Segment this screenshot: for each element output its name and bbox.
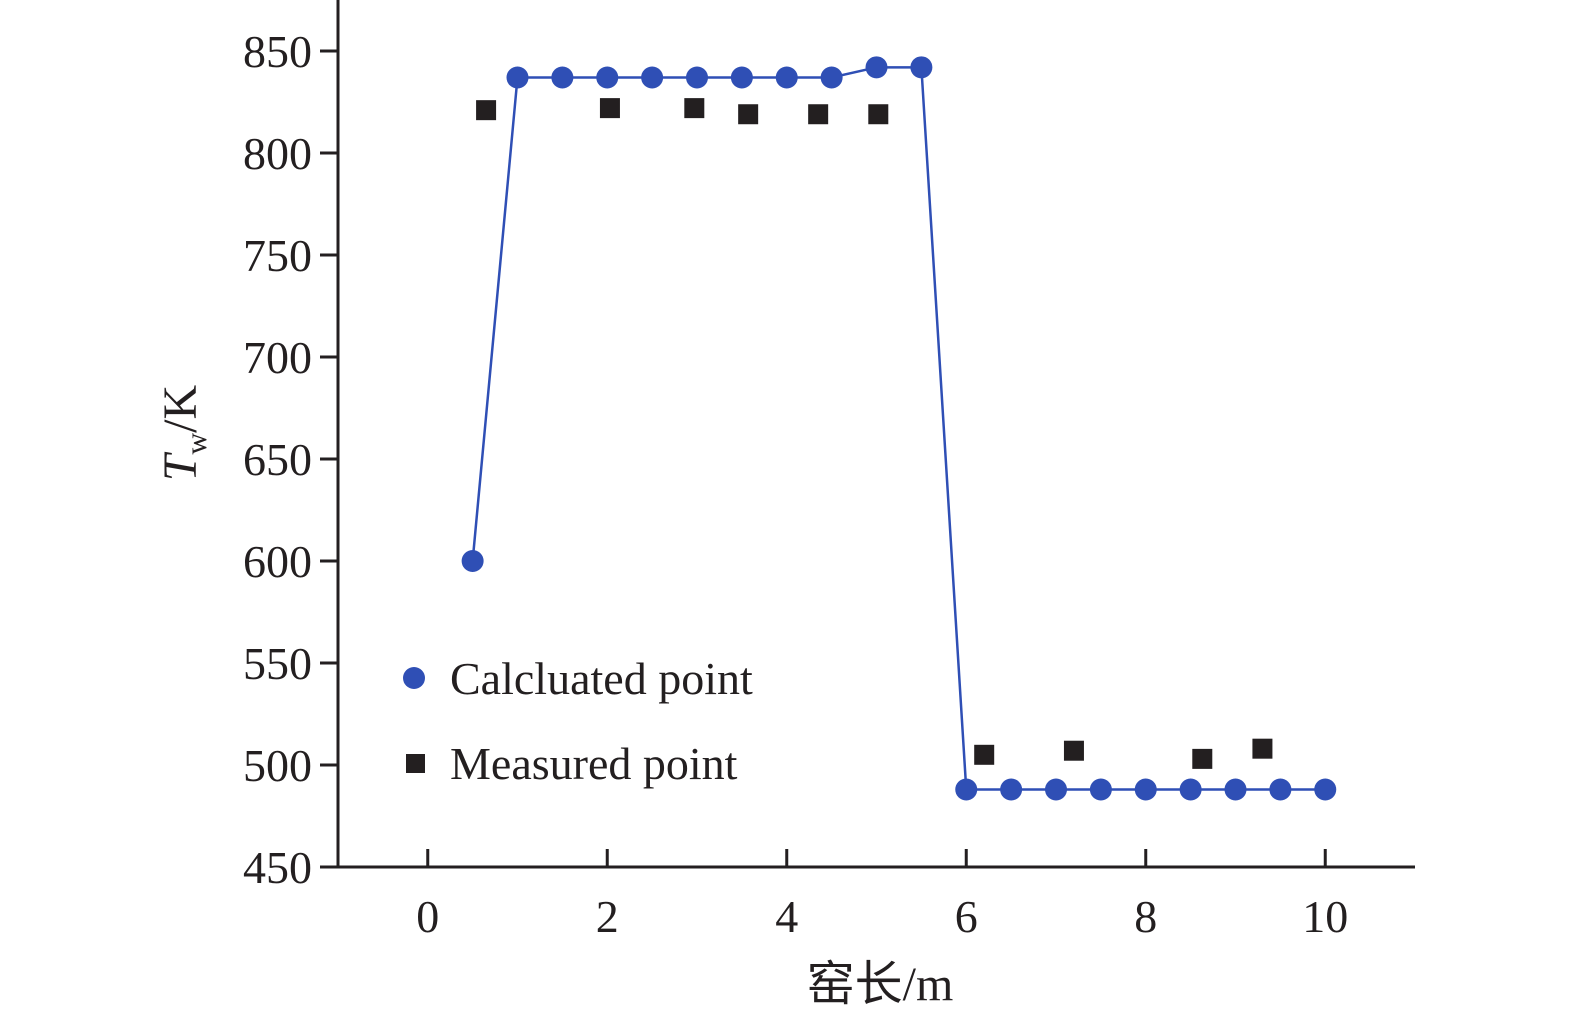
measured-point-marker — [738, 104, 759, 125]
calculated-point-marker — [775, 66, 798, 89]
y-axis-label-main: T — [154, 451, 207, 481]
y-axis-label-unit: /K — [154, 384, 207, 432]
measured-point-marker — [1252, 738, 1273, 759]
y-tick-label: 700 — [243, 332, 312, 383]
measured-point-marker — [1192, 748, 1213, 769]
measured-point-marker — [684, 98, 705, 119]
x-axis-label: 窑长/m — [807, 958, 954, 1011]
calculated-point-marker — [955, 778, 978, 801]
x-tick-label: 4 — [775, 891, 798, 942]
x-ticks: 0 2 4 6 8 10 — [416, 849, 1348, 942]
axes — [336, 0, 1415, 869]
y-tick-label: 800 — [243, 128, 312, 179]
y-tick-label: 500 — [243, 740, 312, 791]
calculated-point-marker — [820, 66, 843, 89]
calculated-point-marker — [551, 66, 574, 89]
measured-point-marker — [476, 100, 497, 121]
measured-point-marker — [868, 104, 889, 125]
calculated-point-marker — [1179, 778, 1202, 801]
calculated-point-marker — [1089, 778, 1112, 801]
legend-square-marker — [406, 754, 425, 773]
y-axis-label: Tw/K — [154, 384, 213, 481]
calculated-point-marker — [641, 66, 664, 89]
calculated-point-marker — [1314, 778, 1337, 801]
y-tick-label: 650 — [243, 434, 312, 485]
calculated-point-marker — [865, 56, 888, 79]
y-tick-label: 600 — [243, 536, 312, 587]
series-circle — [461, 56, 1337, 801]
calculated-point-marker — [1045, 778, 1067, 801]
x-tick-label: 0 — [416, 891, 439, 942]
legend: Calcluated point Measured point — [403, 653, 753, 789]
x-tick-label: 2 — [596, 891, 619, 942]
calculated-point-marker — [461, 550, 484, 572]
legend-circle-marker — [403, 667, 425, 689]
series-layer — [461, 56, 1337, 801]
calculated-point-marker — [1134, 778, 1157, 801]
y-tick-label: 850 — [243, 26, 312, 77]
calculated-point-marker — [730, 66, 753, 89]
calculated-point-marker — [1224, 778, 1247, 801]
calculated-point-marker — [506, 66, 529, 89]
calculated-point-marker — [596, 66, 619, 89]
x-tick-label: 6 — [955, 891, 978, 942]
legend-label: Calcluated point — [450, 653, 753, 704]
y-tick-label: 550 — [243, 638, 312, 689]
calculated-point-marker — [686, 66, 708, 89]
legend-label: Measured point — [450, 738, 738, 789]
measured-point-marker — [1063, 740, 1084, 761]
calculated-point-marker — [1000, 778, 1023, 801]
measured-point-marker — [974, 744, 995, 765]
y-axis-label-sub: w — [180, 432, 213, 454]
y-tick-label: 450 — [243, 842, 312, 893]
series-square — [476, 98, 1273, 769]
calculated-point-marker — [910, 56, 933, 79]
measured-point-marker — [599, 98, 620, 119]
x-tick-label: 10 — [1302, 891, 1348, 942]
y-tick-label: 750 — [243, 230, 312, 281]
y-ticks: 450 500 550 600 650 700 750 800 850 — [243, 26, 338, 893]
measured-point-marker — [808, 104, 829, 125]
x-tick-label: 8 — [1134, 891, 1157, 942]
calculated-point-marker — [1269, 778, 1292, 801]
